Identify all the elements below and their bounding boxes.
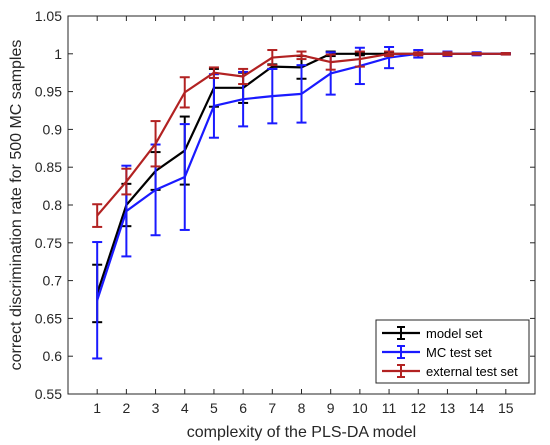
- error-bar: [442, 51, 453, 57]
- x-tick-label: 11: [382, 400, 397, 416]
- error-bar: [92, 203, 103, 228]
- error-bar: [296, 50, 307, 61]
- x-tick-label: 2: [122, 400, 130, 416]
- y-tick-label: 0.7: [43, 273, 63, 289]
- x-tick-label: 13: [440, 400, 456, 416]
- y-tick-label: 1.05: [35, 8, 62, 24]
- y-tick-label: 0.6: [43, 348, 63, 364]
- error-bar: [267, 67, 278, 125]
- error-bar: [179, 76, 190, 109]
- x-tick-label: 5: [210, 400, 218, 416]
- x-tick-label: 1: [93, 400, 101, 416]
- x-tick-label: 6: [239, 400, 247, 416]
- legend-item: external test set: [382, 364, 518, 379]
- y-tick-label: 0.8: [43, 197, 63, 213]
- error-bar: [384, 45, 395, 70]
- legend-item: MC test set: [382, 345, 492, 360]
- y-axis-label: correct discrimination rate for 500 MC s…: [8, 40, 25, 371]
- x-tick-label: 4: [181, 400, 189, 416]
- legend-label: MC test set: [426, 345, 492, 360]
- plot-frame: [67, 15, 536, 395]
- x-tick-label: 3: [152, 400, 160, 416]
- x-axis-label: complexity of the PLS-DA model: [187, 424, 416, 441]
- y-tick-label: 0.9: [43, 121, 63, 137]
- series-external-test-set: [92, 49, 511, 228]
- x-tick-label: 15: [498, 400, 514, 416]
- error-bar: [471, 52, 482, 56]
- error-bar: [267, 49, 278, 67]
- error-bar: [179, 123, 190, 231]
- y-tick-label: 0.75: [35, 235, 62, 251]
- x-tick-label: 7: [268, 400, 276, 416]
- legend-items: model set MC test set external test set: [382, 326, 518, 379]
- legend-label: external test set: [426, 364, 518, 379]
- y-tick-label: 0.85: [35, 159, 62, 175]
- y-tick-label: 0.65: [35, 310, 62, 326]
- y-tick-label: 0.95: [35, 84, 62, 100]
- error-bar: [354, 50, 365, 68]
- error-bar: [121, 167, 132, 196]
- error-bar: [238, 67, 249, 86]
- error-bar: [208, 66, 219, 79]
- x-tick-label: 9: [327, 400, 335, 416]
- x-tick-label: 8: [298, 400, 306, 416]
- y-tick-label: 0.55: [35, 386, 62, 402]
- legend-item: model set: [382, 326, 483, 341]
- error-bar: [296, 64, 307, 124]
- error-bar: [500, 52, 511, 56]
- error-bar: [325, 53, 336, 71]
- y-tick-label: 1: [54, 46, 62, 62]
- x-tick-label: 14: [469, 400, 485, 416]
- x-tick-label: 10: [352, 400, 368, 416]
- legend: model set MC test set external test set: [375, 319, 530, 384]
- error-bar: [150, 120, 161, 168]
- x-tick-label: 12: [410, 400, 426, 416]
- error-bar: [92, 241, 103, 360]
- error-bar: [384, 50, 395, 58]
- legend-label: model set: [426, 326, 483, 341]
- error-bar: [413, 51, 424, 57]
- series-layer: [92, 45, 511, 360]
